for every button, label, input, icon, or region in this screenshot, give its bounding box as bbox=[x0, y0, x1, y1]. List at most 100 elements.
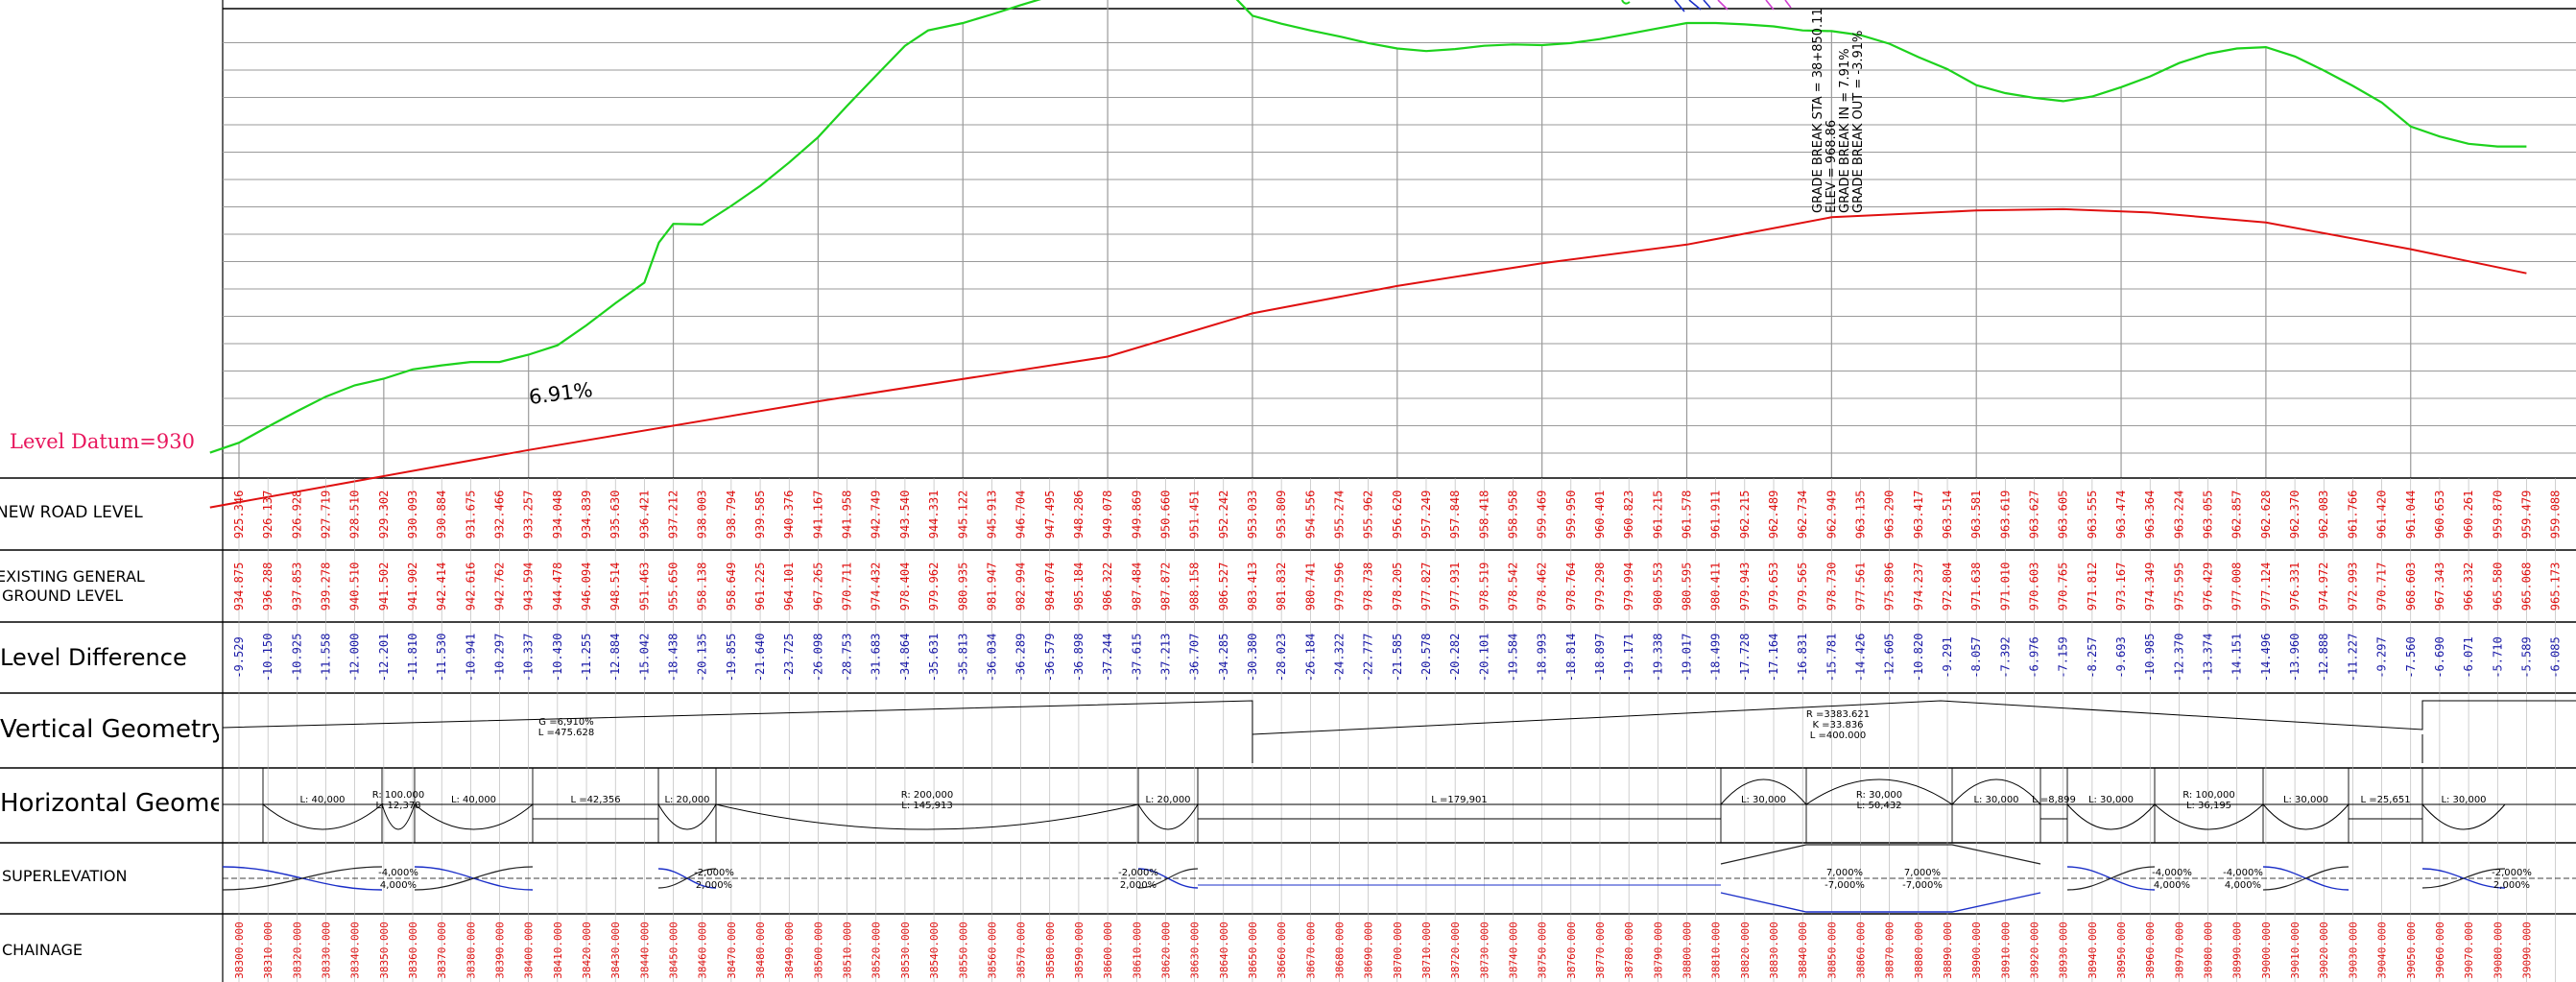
ground-level-value: 965.068 bbox=[2519, 563, 2533, 611]
ground-level-value: 971.638 bbox=[1969, 563, 1983, 611]
superelevation-text: -2,000% bbox=[694, 868, 734, 878]
road-level-value: 961.911 bbox=[1709, 491, 1723, 539]
profile-annotations: 6.91% GRADE BREAK STA = 38+850.11 ELEV = 9… bbox=[528, 0, 1866, 409]
ground-level-value: 979.596 bbox=[1332, 563, 1346, 611]
road-level-value: 949.078 bbox=[1101, 491, 1114, 539]
level-difference-value: -5.589 bbox=[2519, 636, 2533, 678]
level-difference-value: -10.337 bbox=[522, 634, 536, 683]
ground-level-value: 978.730 bbox=[1825, 563, 1838, 611]
ground-level-value: 978.542 bbox=[1506, 563, 1519, 611]
level-difference-value: -12.201 bbox=[377, 634, 391, 683]
level-difference-value: -20.135 bbox=[696, 634, 709, 683]
road-level-value: 956.620 bbox=[1391, 491, 1404, 539]
road-level-value: 963.417 bbox=[1912, 491, 1925, 539]
road-level-value: 957.848 bbox=[1448, 491, 1462, 539]
road-level-value: 963.514 bbox=[1941, 491, 1954, 539]
road-level-value: 963.135 bbox=[1854, 491, 1868, 539]
profile-curves bbox=[209, 0, 2527, 509]
chainage-value: 38440.000 bbox=[638, 922, 651, 979]
hg-element-curve bbox=[657, 803, 717, 830]
level-difference-value: -14.426 bbox=[1854, 634, 1868, 683]
chainage-value: 38310.000 bbox=[262, 922, 274, 979]
row-label-existing-ground-2: GROUND LEVEL bbox=[2, 587, 124, 605]
level-difference-value: -24.322 bbox=[1332, 634, 1346, 683]
chainage-value: 38420.000 bbox=[581, 922, 593, 979]
ground-level-value: 967.265 bbox=[811, 563, 824, 611]
level-difference-value: -28.753 bbox=[841, 634, 854, 683]
chainage-value: 38520.000 bbox=[871, 922, 883, 979]
level-difference-value: -17.164 bbox=[1767, 634, 1780, 683]
chainage-value: 38690.000 bbox=[1363, 922, 1375, 979]
level-difference-value: -7.159 bbox=[2057, 636, 2070, 678]
chainage-value: 38790.000 bbox=[1652, 922, 1664, 979]
ground-level-value: 965.173 bbox=[2549, 563, 2563, 611]
level-difference-value: -30.380 bbox=[1246, 634, 1259, 683]
ground-level-value: 970.603 bbox=[2028, 563, 2041, 611]
chainage-value: 38330.000 bbox=[321, 922, 333, 979]
level-difference-value: -34.864 bbox=[898, 634, 912, 683]
se-transition-line bbox=[2262, 866, 2349, 891]
road-level-value: 935.630 bbox=[608, 491, 622, 539]
horizontal-geometry-text: R: 100,000 bbox=[2182, 790, 2235, 801]
chainage-value: 38850.000 bbox=[1825, 922, 1838, 979]
level-difference-value: -14.496 bbox=[2259, 634, 2273, 683]
road-level-value: 959.469 bbox=[1536, 491, 1549, 539]
level-difference-value: -19.584 bbox=[1506, 634, 1519, 683]
road-level-value: 950.660 bbox=[1158, 491, 1172, 539]
level-difference-value: -28.023 bbox=[1275, 634, 1288, 683]
road-level-value: 952.242 bbox=[1217, 491, 1230, 539]
level-difference-value: -10.820 bbox=[1912, 634, 1925, 683]
road-level-value: 953.033 bbox=[1246, 491, 1259, 539]
chainage-value: 38910.000 bbox=[1999, 922, 2012, 979]
level-datum-label: Level Datum=930 bbox=[10, 430, 195, 453]
superelevation-row: -4,000% 4,000% -2,000% 2,000% -2,000% 2,000% 7… bbox=[222, 844, 2576, 913]
level-difference-value: -37.615 bbox=[1130, 634, 1143, 683]
road-level-value: 962.083 bbox=[2317, 491, 2330, 539]
chainage-value: 38410.000 bbox=[552, 922, 564, 979]
chainage-value: 38900.000 bbox=[1970, 922, 1983, 979]
level-difference-value: -36.289 bbox=[1014, 634, 1028, 683]
vertical-geometry-text: L =400.000 bbox=[1810, 731, 1866, 741]
se-transition-line bbox=[1137, 868, 1199, 889]
road-level-value: 958.418 bbox=[1477, 491, 1491, 539]
chainage-value: 38450.000 bbox=[668, 922, 680, 979]
horizontal-geometry-text: L =42,356 bbox=[570, 795, 620, 805]
annotation-fragment bbox=[1674, 0, 1711, 12]
superelevation-text: 4,000% bbox=[2225, 880, 2261, 891]
ground-level-value: 978.404 bbox=[898, 563, 912, 611]
row-label-vertical-geometry: Vertical Geometry bbox=[0, 715, 219, 744]
ground-level-value: 979.962 bbox=[927, 563, 941, 611]
chainage-value: 38620.000 bbox=[1159, 922, 1172, 979]
horizontal-geometry-text: L: 30,000 bbox=[2441, 795, 2486, 805]
level-difference-value: -9.291 bbox=[1941, 636, 1954, 678]
row-label-level-difference: Level Difference bbox=[0, 644, 187, 671]
road-level-value: 934.839 bbox=[580, 491, 593, 539]
road-level-value: 960.653 bbox=[2433, 491, 2446, 539]
road-level-value: 942.749 bbox=[870, 491, 883, 539]
hg-element-curve bbox=[262, 803, 383, 830]
chainage-value: 38820.000 bbox=[1739, 922, 1752, 979]
level-difference-value: -31.683 bbox=[870, 634, 883, 683]
chainage-value: 38640.000 bbox=[1218, 922, 1230, 979]
ground-level-value: 979.943 bbox=[1738, 563, 1752, 611]
hg-element-curve bbox=[381, 803, 416, 830]
ground-level-value: 972.993 bbox=[2346, 563, 2359, 611]
level-difference-value: -20.578 bbox=[1419, 634, 1433, 683]
level-difference-value: -13.960 bbox=[2288, 634, 2302, 683]
level-difference-value: -26.184 bbox=[1303, 634, 1317, 683]
chainage-value: 38320.000 bbox=[291, 922, 303, 979]
chainage-value: 38580.000 bbox=[1044, 922, 1057, 979]
road-level-value: 960.823 bbox=[1622, 491, 1635, 539]
se-transition-line bbox=[2066, 866, 2156, 891]
level-difference-value: -6.071 bbox=[2462, 636, 2475, 678]
level-difference-value: -19.855 bbox=[725, 634, 738, 683]
road-level-value: 955.274 bbox=[1332, 491, 1346, 539]
ground-level-value: 955.650 bbox=[667, 563, 680, 611]
road-level-value: 930.884 bbox=[435, 491, 448, 539]
level-difference-value: -19.171 bbox=[1622, 634, 1635, 683]
hg-element-curve bbox=[1137, 803, 1199, 830]
horizontal-geometry-text: L: 12,378 bbox=[375, 801, 420, 811]
road-level-value: 962.628 bbox=[2259, 491, 2273, 539]
chainage-value: 38360.000 bbox=[407, 922, 419, 979]
ground-level-value: 942.762 bbox=[493, 563, 507, 611]
